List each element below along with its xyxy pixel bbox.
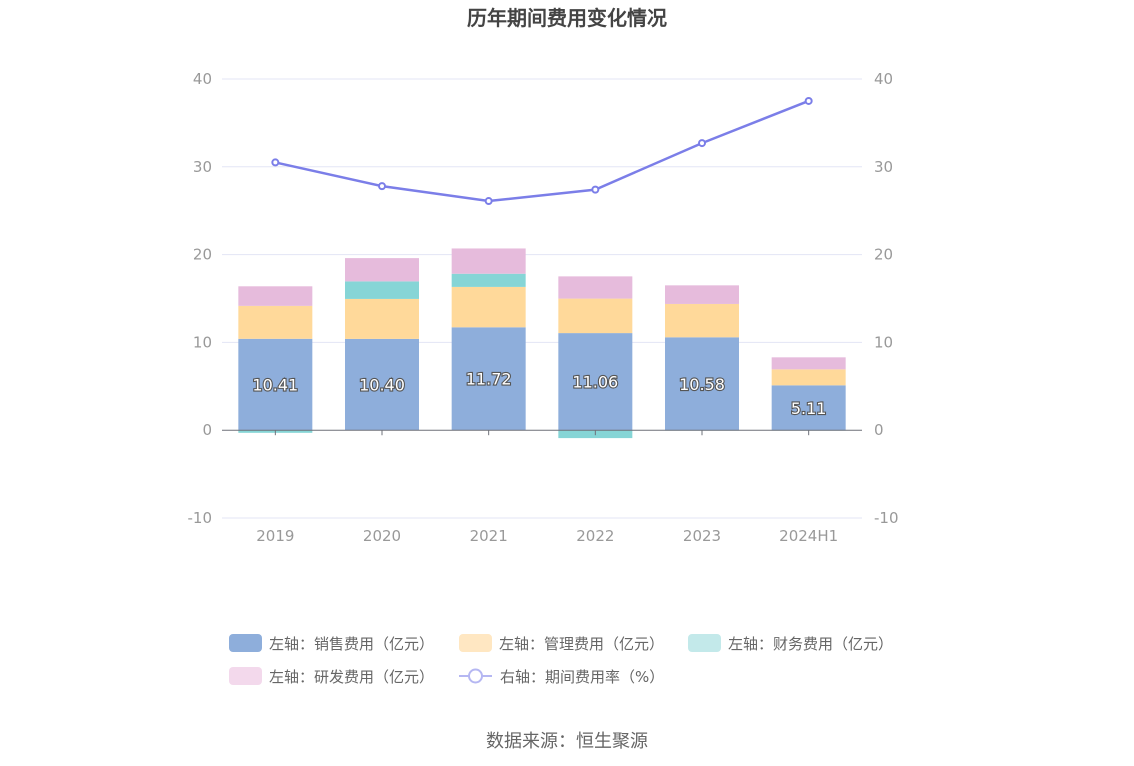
bar-segment-2-2021[interactable] (451, 273, 526, 287)
rate-point[interactable] (591, 185, 600, 194)
bar-segment-1-2020[interactable] (345, 298, 419, 339)
grid (222, 78, 862, 519)
legend-label-finance: 左轴：财务费用（亿元） (728, 635, 893, 653)
x-axis-tick: 2019 (256, 527, 294, 545)
right-axis-tick: 40 (874, 70, 893, 88)
bars (238, 248, 846, 439)
legend-item-finance[interactable]: 左轴：财务费用（亿元） (688, 634, 893, 653)
bar-segment-0-2022[interactable] (558, 333, 633, 431)
legend-label-admin: 左轴：管理费用（亿元） (499, 635, 664, 653)
rate-point[interactable] (698, 139, 706, 148)
bar-segment-0-2021[interactable] (451, 327, 526, 431)
axes: 40 30 20 10 0 -10 40 30 20 10 0 -10 2019 2020 2021 2022… (188, 70, 899, 545)
bar-segment-1-2019[interactable] (238, 305, 313, 339)
x-axis-tick: 2021 (470, 527, 508, 545)
bar-segment-0-2020[interactable] (345, 338, 419, 431)
bar-segment-3-2022[interactable] (558, 276, 633, 299)
legend-label-rate: 右轴：期间费用率（%） (500, 668, 664, 686)
legend-label-rd: 左轴：研发费用（亿元） (269, 668, 434, 686)
rate-line-path (275, 99, 810, 203)
chart-title: 历年期间费用变化情况 (467, 6, 667, 30)
x-axis-tick: 2020 (363, 527, 401, 545)
legend-swatch-rate-marker (468, 668, 483, 684)
legend-swatch-sales (229, 634, 262, 652)
bar-segment-3-2024H1[interactable] (771, 357, 846, 370)
bar-segment-0-2024H1[interactable] (771, 385, 846, 431)
rate-point[interactable] (271, 158, 280, 167)
bar-value-label: 10.41 (252, 376, 298, 395)
right-axis-tick: 0 (874, 421, 884, 439)
legend: 左轴：销售费用（亿元） 左轴：管理费用（亿元） 左轴：财务费用（亿元） 左轴：研… (229, 634, 893, 686)
left-axis-tick: 20 (193, 246, 212, 264)
bar-segment-1-2021[interactable] (451, 286, 526, 328)
bar-value-label: 11.72 (466, 370, 512, 389)
bar-segment-3-2020[interactable] (345, 258, 419, 282)
x-axis-tick: 2023 (683, 527, 721, 545)
bar-segment-0-2023[interactable] (665, 337, 739, 431)
right-axis-tick: 10 (874, 333, 893, 351)
legend-swatch-admin (459, 634, 492, 652)
legend-item-rate[interactable]: 右轴：期间费用率（%） (459, 668, 664, 686)
legend-item-admin[interactable]: 左轴：管理费用（亿元） (459, 634, 664, 653)
rate-point[interactable] (378, 182, 386, 191)
left-axis-tick: 0 (202, 421, 212, 439)
legend-item-rd[interactable]: 左轴：研发费用（亿元） (229, 667, 434, 686)
bar-segment-3-2019[interactable] (238, 286, 313, 306)
bar-value-label: 10.40 (359, 376, 405, 395)
left-axis-tick: 30 (193, 158, 212, 176)
legend-swatch-finance (688, 634, 721, 652)
bar-segment-3-2021[interactable] (451, 248, 526, 274)
right-axis-tick: 30 (874, 158, 893, 176)
left-axis-tick: 10 (193, 333, 212, 351)
right-axis-tick: -10 (874, 509, 899, 527)
rate-point[interactable] (804, 96, 813, 105)
bar-labels: 10.41 10.40 11.72 11.06 10.58 5.11 (251, 369, 827, 419)
bar-value-label: 5.11 (791, 399, 827, 418)
left-axis-tick: 40 (193, 70, 212, 88)
legend-item-sales[interactable]: 左轴：销售费用（亿元） (229, 634, 434, 653)
left-axis-tick: -10 (188, 509, 213, 527)
bar-segment-2-2020[interactable] (345, 281, 419, 299)
bar-segment-1-2023[interactable] (665, 303, 739, 338)
legend-label-sales: 左轴：销售费用（亿元） (269, 635, 434, 653)
bar-segment-3-2023[interactable] (665, 285, 739, 304)
bar-segment-1-2022[interactable] (558, 298, 633, 334)
right-axis-tick: 20 (874, 246, 893, 264)
legend-swatch-rd (229, 667, 262, 685)
x-axis-tick: 2022 (576, 527, 614, 545)
bar-value-label: 10.58 (679, 375, 725, 394)
rate-line (271, 96, 813, 206)
x-axis-tick: 2024H1 (779, 527, 838, 545)
bar-value-label: 11.06 (572, 373, 618, 392)
rate-point[interactable] (484, 197, 493, 206)
bar-segment-0-2019[interactable] (238, 338, 313, 431)
data-source: 数据来源：恒生聚源 (486, 731, 648, 752)
bar-segment-1-2024H1[interactable] (771, 369, 846, 386)
